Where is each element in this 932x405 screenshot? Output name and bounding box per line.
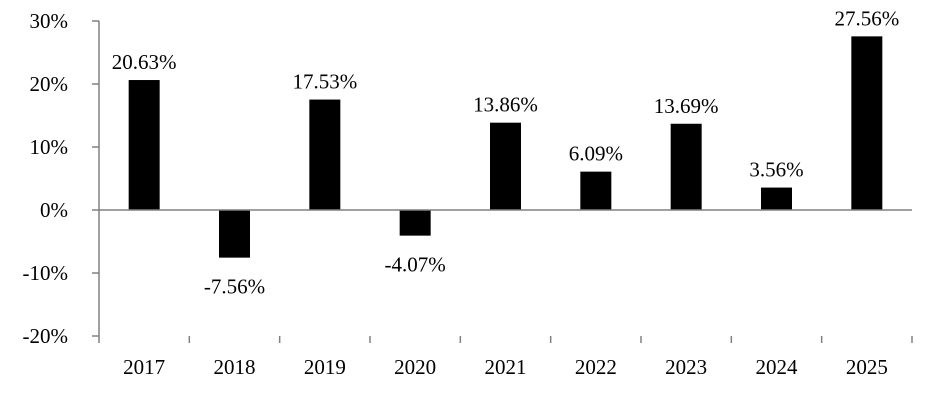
data-label: 20.63% (112, 50, 177, 74)
y-tick-label: -20% (23, 324, 69, 348)
y-tick-label: -10% (23, 261, 69, 285)
data-label: -7.56% (204, 275, 265, 299)
data-label: 13.86% (473, 93, 538, 117)
y-tick-label: 10% (30, 135, 69, 159)
data-label: 3.56% (749, 158, 803, 182)
x-tick-label: 2022 (575, 355, 617, 379)
x-tick-label: 2017 (123, 355, 165, 379)
data-label: 6.09% (569, 142, 623, 166)
data-label: 17.53% (292, 70, 357, 94)
x-tick-label: 2024 (756, 355, 799, 379)
bar (851, 36, 883, 210)
y-tick-label: 0% (40, 198, 68, 222)
bar (399, 210, 431, 236)
x-tick-label: 2023 (665, 355, 707, 379)
x-tick-label: 2021 (485, 355, 527, 379)
data-label: 13.69% (654, 94, 719, 118)
bar (309, 99, 341, 210)
x-tick-label: 2019 (304, 355, 346, 379)
data-label: 27.56% (834, 6, 899, 30)
bar (580, 171, 612, 210)
bar (219, 210, 250, 258)
x-tick-label: 2018 (214, 355, 256, 379)
y-tick-label: 30% (30, 9, 69, 33)
bar (128, 80, 160, 210)
data-label: -4.07% (385, 253, 446, 277)
bar (670, 123, 702, 210)
y-tick-label: 20% (30, 72, 69, 96)
x-tick-label: 2025 (846, 355, 888, 379)
bar (490, 122, 521, 210)
bar (761, 187, 792, 210)
x-tick-label: 2020 (394, 355, 436, 379)
